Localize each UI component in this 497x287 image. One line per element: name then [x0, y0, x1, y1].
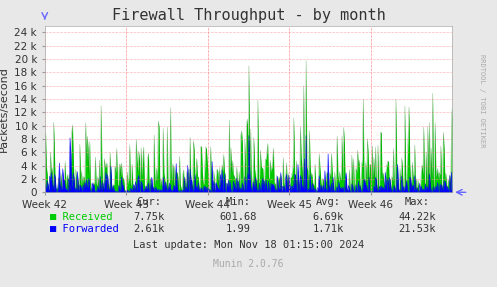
Text: 6.69k: 6.69k — [313, 212, 343, 222]
Text: Munin 2.0.76: Munin 2.0.76 — [213, 259, 284, 269]
Text: Min:: Min: — [226, 197, 251, 207]
Text: 7.75k: 7.75k — [134, 212, 165, 222]
Text: ■ Received: ■ Received — [50, 212, 112, 222]
Text: ■ Forwarded: ■ Forwarded — [50, 224, 118, 234]
Text: Cur:: Cur: — [137, 197, 162, 207]
Text: Avg:: Avg: — [316, 197, 340, 207]
Text: 1.99: 1.99 — [226, 224, 251, 234]
Text: 21.53k: 21.53k — [399, 224, 436, 234]
Y-axis label: Packets/second: Packets/second — [0, 66, 9, 152]
Text: Max:: Max: — [405, 197, 430, 207]
Text: Last update: Mon Nov 18 01:15:00 2024: Last update: Mon Nov 18 01:15:00 2024 — [133, 240, 364, 250]
Text: 2.61k: 2.61k — [134, 224, 165, 234]
Text: RRDTOOL / TOBI OETIKER: RRDTOOL / TOBI OETIKER — [479, 54, 485, 147]
Text: 44.22k: 44.22k — [399, 212, 436, 222]
Text: 1.71k: 1.71k — [313, 224, 343, 234]
Title: Firewall Throughput - by month: Firewall Throughput - by month — [112, 8, 385, 23]
Text: 601.68: 601.68 — [220, 212, 257, 222]
